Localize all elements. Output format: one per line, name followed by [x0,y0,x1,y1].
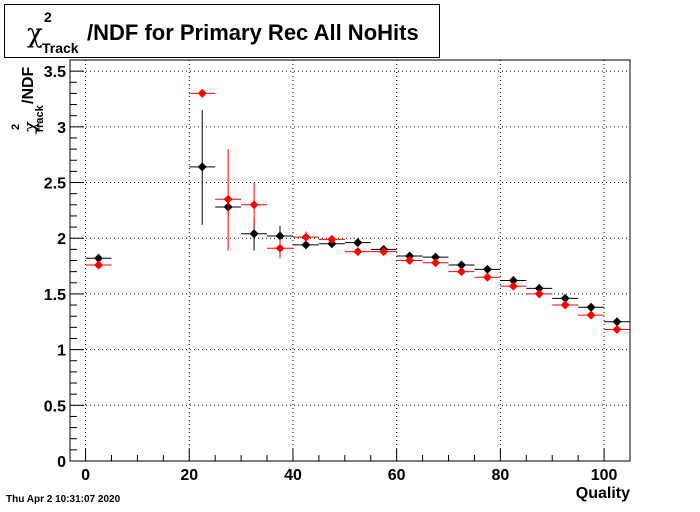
x-tick-label: 40 [284,467,302,484]
data-point [379,247,389,257]
y-tick-label: 2 [57,231,66,248]
y-axis-label: χ 2 Track /NDF [6,60,46,170]
data-point [586,310,596,320]
ylabel-subscript: Track [34,105,46,134]
title-chi-symbol: χ [27,19,43,49]
title-subscript: Track [42,40,79,56]
grid-lines [70,60,630,461]
series-1 [85,88,630,335]
x-tick-label: 20 [180,467,198,484]
y-tick-label: 1.5 [44,287,66,304]
data-series [85,88,630,335]
y-tick-label: 2.5 [44,176,66,193]
timestamp-footer: Thu Apr 2 10:31:07 2020 [6,494,121,505]
data-point [431,252,441,262]
data-point [405,256,415,265]
data-point [456,260,466,270]
x-tick-label: 80 [491,467,509,484]
y-tick-label: 1 [57,343,66,360]
x-axis-label: Quality [575,485,630,502]
x-tick-label: 60 [388,467,406,484]
title-text: /NDF for Primary Rec All NoHits [87,20,419,45]
y-tick-label: 0.5 [44,398,66,415]
data-point [482,272,492,282]
data-point [197,88,207,98]
y-tick-label: 3.5 [44,64,66,81]
data-point [249,200,259,210]
y-tick-label: 3 [57,120,66,137]
data-point [612,317,622,327]
data-point [275,231,285,241]
title-superscript: 2 [44,9,52,25]
data-point [560,300,570,310]
data-point [94,253,104,263]
data-point [327,234,337,244]
data-point [223,194,233,204]
ylabel-text: /NDF [20,66,37,104]
data-point [482,264,492,274]
data-point [586,302,596,312]
data-point [612,325,622,335]
data-point [353,238,363,248]
data-point [197,162,207,172]
data-point [353,247,363,257]
data-point [431,258,441,268]
data-point [560,293,570,303]
data-point [456,267,466,277]
ylabel-superscript: 2 [10,123,22,130]
x-tick-label: 0 [81,467,90,484]
data-point [301,240,311,250]
data-point [508,281,518,291]
data-point [94,260,104,270]
y-tick-label: 0 [57,454,66,471]
data-point [275,243,285,253]
plot-frame [69,59,631,462]
data-point [301,232,311,242]
data-point [249,229,259,239]
chart-title: χ 2 Track /NDF for Primary Rec All NoHit… [4,4,440,58]
axes: 0 20 40 60 80 100 0 0.5 1 1.5 2 2.5 3 3.5 [44,59,631,484]
data-point [534,283,544,293]
data-point [508,276,518,286]
x-tick-label: 100 [591,467,618,484]
data-point [534,289,544,299]
